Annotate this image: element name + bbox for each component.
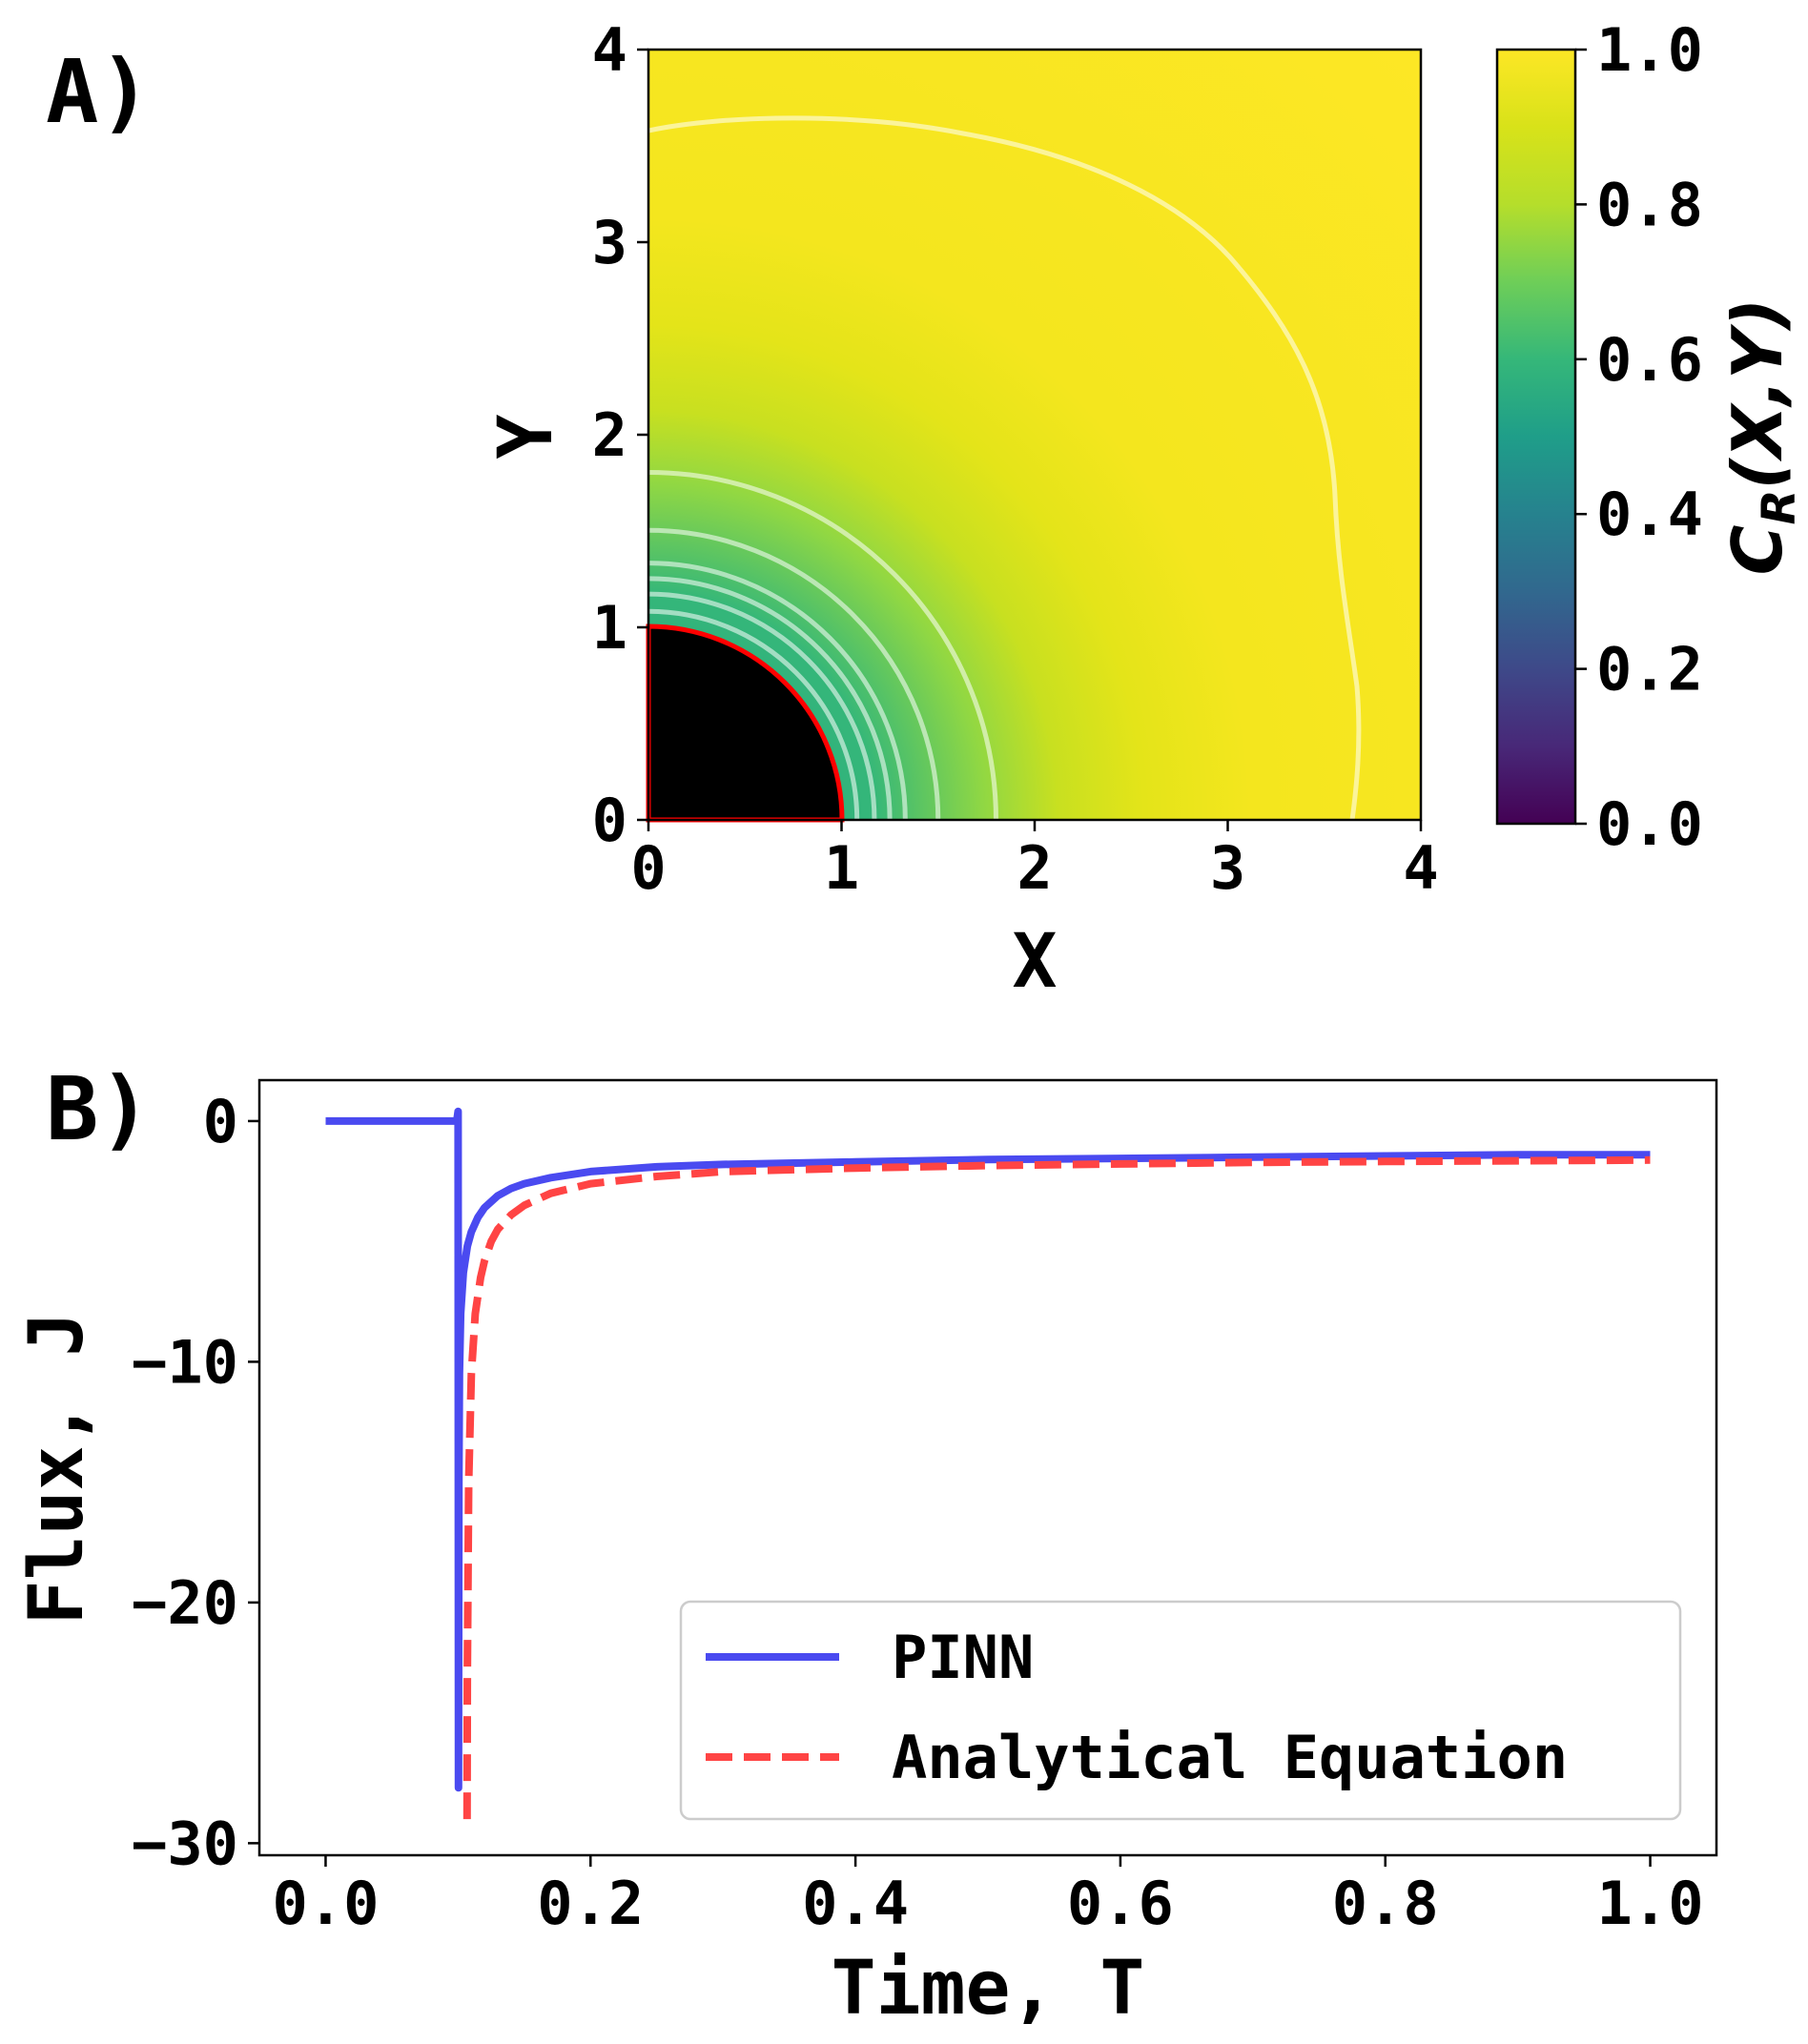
legend: PINN Analytical Equation <box>679 1600 1682 1821</box>
heatmap-y-tick-label: 0 <box>592 786 627 855</box>
heatmap-y-tick-label: 2 <box>592 400 627 470</box>
flux-series <box>325 1107 1651 1820</box>
colorbar-bar <box>1495 48 1577 826</box>
contour-line-3 <box>648 561 908 820</box>
colorbar-tick-label: 0.2 <box>1596 635 1703 705</box>
flux-y-tick-label: −10 <box>132 1327 238 1397</box>
contour-line-5 <box>648 470 998 820</box>
heatmap-axis-ticks: 0 1 2 3 4 0 1 2 3 4 <box>592 15 1439 903</box>
flux-frame <box>257 1078 1718 1857</box>
colorbar-label-sub: R <box>1753 490 1806 525</box>
flux-y-tick-label: −30 <box>132 1809 238 1878</box>
legend-box <box>679 1600 1682 1821</box>
colorbar-tick-label: 0.6 <box>1596 325 1703 395</box>
flux-x-tick-label: 1.0 <box>1597 1869 1704 1938</box>
legend-label-pinn: PINN <box>892 1623 1034 1692</box>
colorbar-tick-label: 0.8 <box>1596 170 1703 239</box>
legend-label-analytical: Analytical Equation <box>892 1723 1568 1792</box>
flux-x-tick-label: 0.8 <box>1332 1869 1439 1938</box>
flux-x-tick-label: 0.4 <box>802 1869 909 1938</box>
flux-axis-ticks: 0.0 0.2 0.4 0.6 0.8 1.0 0 −10 −20 −30 <box>132 1087 1704 1938</box>
heatmap-plot <box>646 48 1423 823</box>
colorbar: 0.0 0.2 0.4 0.6 0.8 1.0 CR(X,Y) <box>1495 15 1806 859</box>
flux-plot <box>257 1078 1718 1857</box>
heatmap-x-tick-label: 0 <box>630 833 666 903</box>
heatmap-x-tick-label: 2 <box>1017 833 1052 903</box>
contour-lines <box>648 115 1362 820</box>
heatmap-x-tick-label: 1 <box>824 833 859 903</box>
colorbar-ticks: 0.0 0.2 0.4 0.6 0.8 1.0 <box>1575 15 1703 859</box>
colorbar-tick-label: 0.0 <box>1596 789 1703 859</box>
contour-line-outer <box>648 115 1362 820</box>
series-line-analytical <box>462 1155 1651 1820</box>
colorbar-tick-label: 0.4 <box>1596 480 1703 549</box>
flux-y-label: Flux, J <box>14 1312 100 1625</box>
flux-y-tick-label: 0 <box>203 1087 238 1156</box>
flux-y-tick-label: −20 <box>132 1568 238 1638</box>
flux-x-label: Time, T <box>832 1946 1145 2032</box>
colorbar-label-tail: (X,Y) <box>1717 298 1798 490</box>
series-line-pinn <box>325 1107 1651 1792</box>
flux-x-tick-label: 0.6 <box>1067 1869 1174 1938</box>
colorbar-label: CR(X,Y) <box>1717 298 1806 576</box>
heatmap-y-tick-label: 3 <box>592 208 627 277</box>
contour-line-0 <box>648 608 860 820</box>
electrode-region <box>646 623 845 823</box>
flux-x-tick-label: 0.2 <box>537 1869 644 1938</box>
contour-line-1 <box>648 591 877 820</box>
contour-line-2 <box>648 576 893 820</box>
heatmap-x-label: X <box>1013 919 1058 1005</box>
heatmap-y-label: Y <box>483 414 569 459</box>
panel-a-label: A) <box>46 41 152 143</box>
heatmap-x-tick-label: 4 <box>1403 833 1438 903</box>
heatmap-y-tick-label: 1 <box>592 593 627 663</box>
colorbar-tick-label: 1.0 <box>1596 15 1703 85</box>
heatmap-y-tick-label: 4 <box>592 15 627 85</box>
flux-x-tick-label: 0.0 <box>272 1869 379 1938</box>
heatmap-x-tick-label: 3 <box>1210 833 1245 903</box>
contour-line-4 <box>648 527 941 820</box>
panel-b-label: B) <box>46 1058 152 1160</box>
colorbar-label-main: C <box>1717 524 1798 575</box>
